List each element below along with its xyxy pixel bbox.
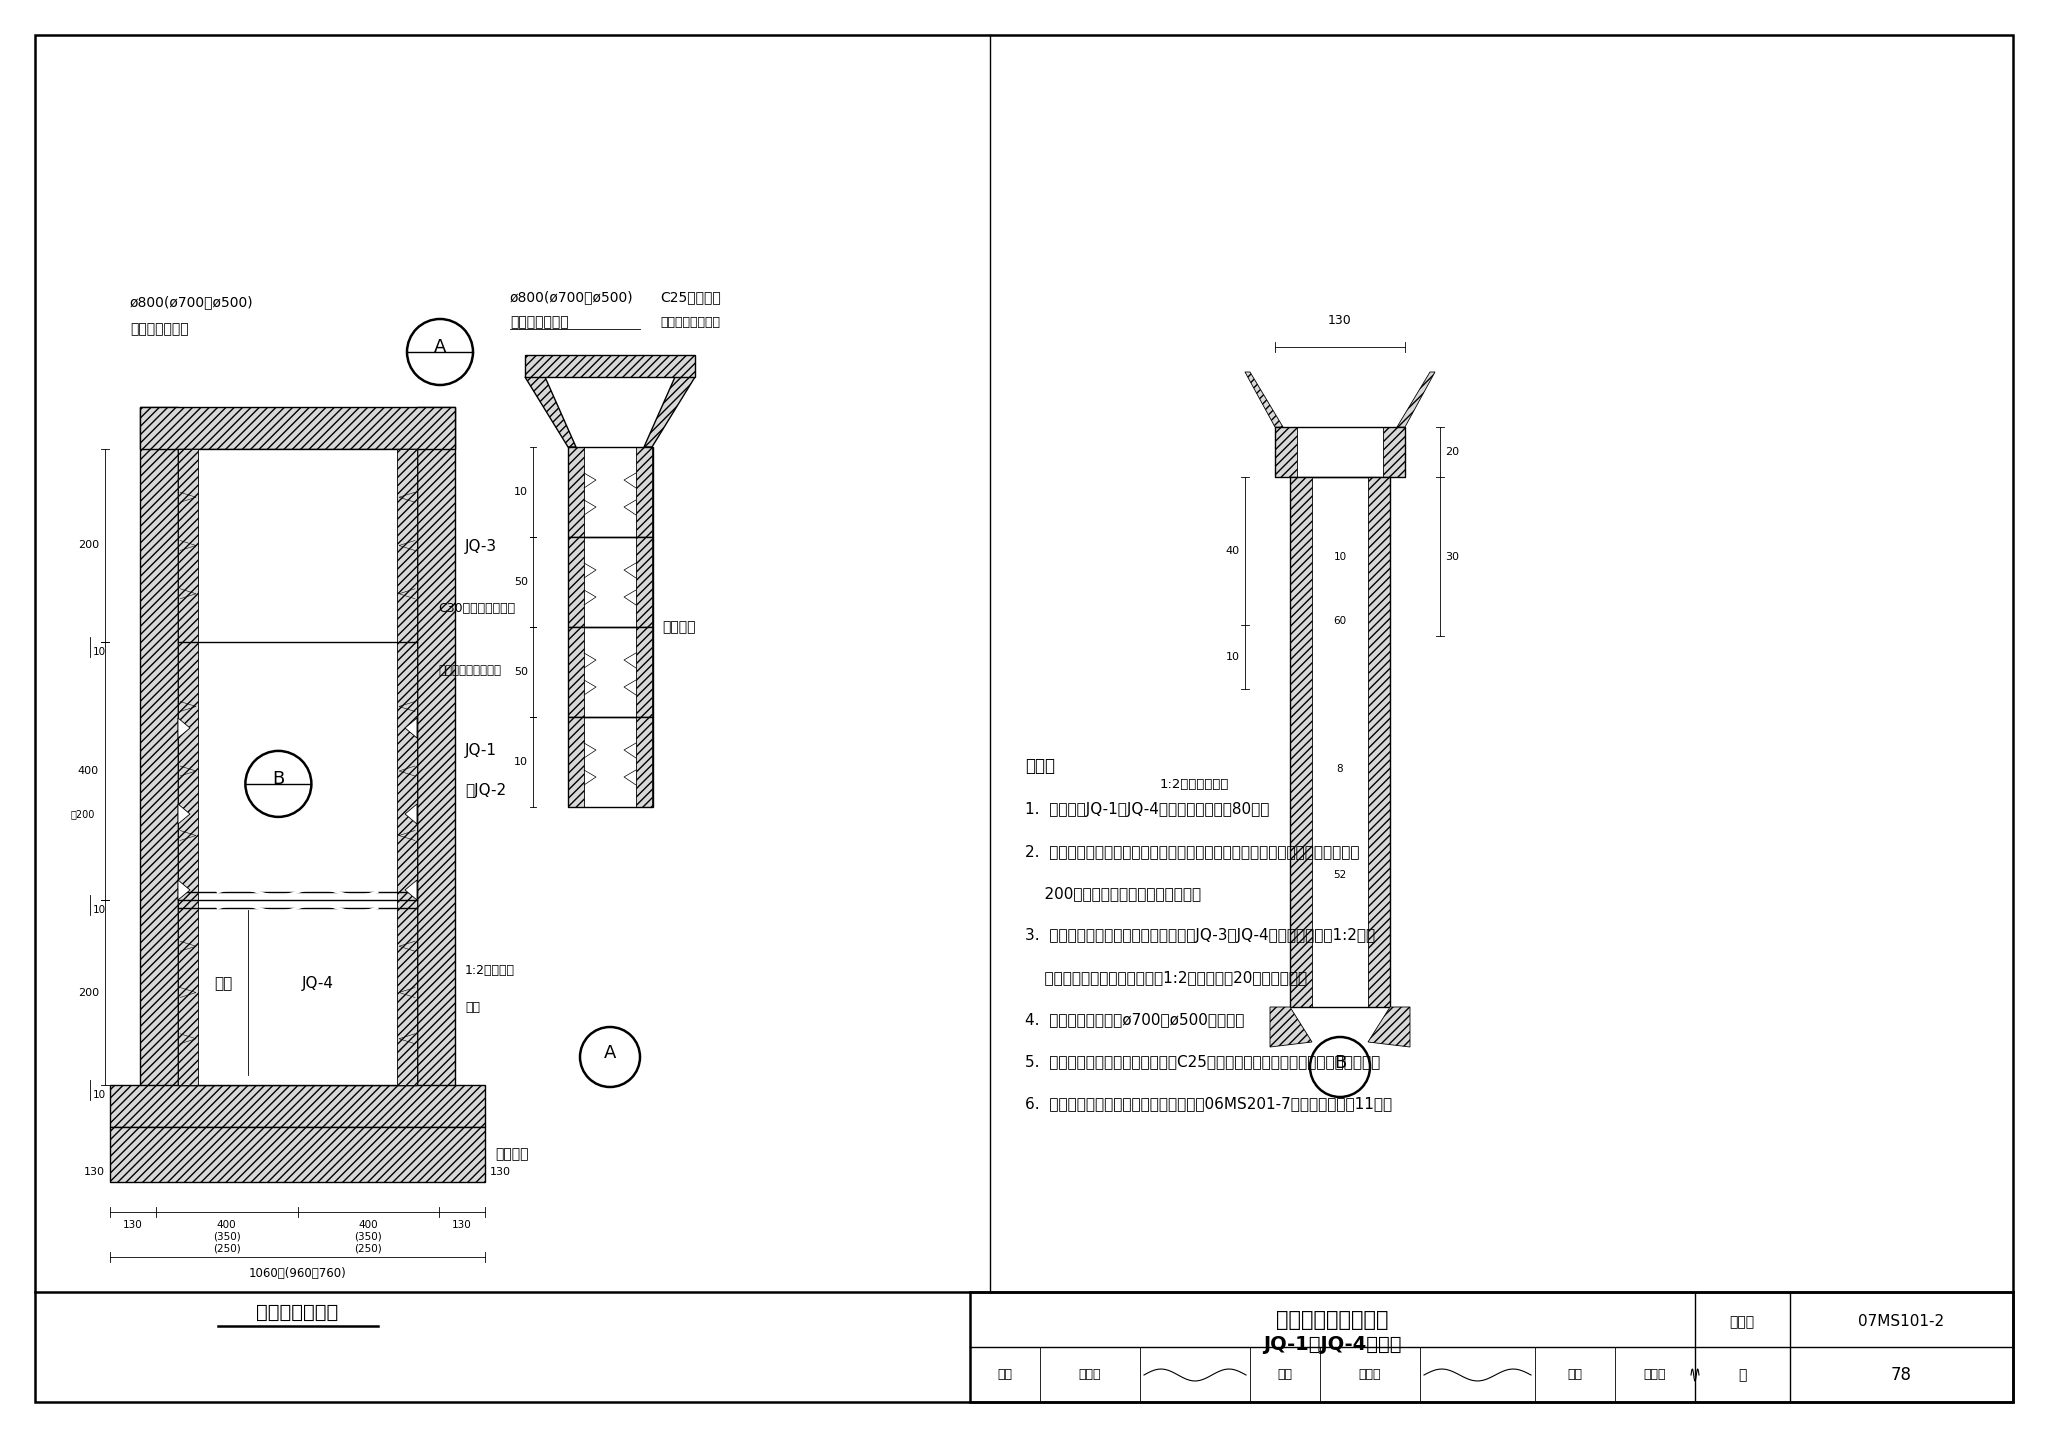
Text: 砂浆，组合后的井圈内外需抹1:2水泥砂浆厚20，随砌随抹。: 砂浆，组合后的井圈内外需抹1:2水泥砂浆厚20，随砌随抹。 — [1024, 970, 1307, 984]
Text: 130: 130 — [84, 1167, 104, 1177]
Text: 10: 10 — [92, 905, 106, 915]
Text: 1060、(960、760): 1060、(960、760) — [248, 1267, 346, 1280]
Text: ø800(ø700、ø500): ø800(ø700、ø500) — [129, 295, 254, 309]
Text: 铸铁井盖及支座: 铸铁井盖及支座 — [129, 322, 188, 336]
Text: 60: 60 — [1333, 616, 1348, 627]
Text: 6.  当用双层井盖时，安装图详见国标图集06MS201-7《双层井盖》第11页。: 6. 当用双层井盖时，安装图详见国标图集06MS201-7《双层井盖》第11页。 — [1024, 1096, 1393, 1111]
Text: 5.  井盖的支座在非铺砌路面时，用C25混凝土圈，在有铺砌路面时，同路面做法。: 5. 井盖的支座在非铺砌路面时，用C25混凝土圈，在有铺砌路面时，同路面做法。 — [1024, 1053, 1380, 1069]
Polygon shape — [637, 717, 651, 808]
Bar — [567, 537, 653, 627]
Text: 钢筋混凝土预制井圈: 钢筋混凝土预制井圈 — [1276, 1311, 1389, 1331]
Text: 1:2水泥砂浆座浆: 1:2水泥砂浆座浆 — [1159, 777, 1229, 790]
Polygon shape — [1276, 427, 1296, 477]
Text: B: B — [272, 770, 285, 787]
Polygon shape — [397, 448, 418, 642]
Text: 130: 130 — [123, 1220, 143, 1230]
Text: 设计: 设计 — [1567, 1368, 1583, 1381]
Text: 130: 130 — [453, 1220, 471, 1230]
Bar — [1276, 427, 1405, 477]
Polygon shape — [1368, 477, 1391, 1007]
Polygon shape — [637, 447, 651, 537]
Text: 07MS101-2: 07MS101-2 — [1858, 1315, 1944, 1329]
Text: 2.  选用井圈时，可依据覆土的厚度决定井圈的个数，当实际需要的井圈高度小于: 2. 选用井圈时，可依据覆土的厚度决定井圈的个数，当实际需要的井圈高度小于 — [1024, 844, 1360, 859]
Bar — [567, 447, 653, 537]
Text: 78: 78 — [1890, 1367, 1911, 1384]
Text: 预制盖板: 预制盖板 — [496, 1148, 528, 1161]
Text: 400
(350)
(250): 400 (350) (250) — [213, 1220, 240, 1253]
Text: （可用来调节高度）: （可用来调节高度） — [438, 664, 502, 677]
Text: 40: 40 — [1227, 546, 1239, 556]
Polygon shape — [178, 879, 190, 900]
Text: 说明：: 说明： — [1024, 757, 1055, 775]
Text: 4.  括号内的数字用于ø700、ø500的井圈。: 4. 括号内的数字用于ø700、ø500的井圈。 — [1024, 1012, 1245, 1027]
Text: ø800(ø700、ø500): ø800(ø700、ø500) — [510, 290, 633, 305]
Text: JQ-3: JQ-3 — [465, 539, 498, 553]
Text: 图集号: 图集号 — [1729, 1315, 1755, 1329]
Text: 3.  若需选用无企口井圈时，可选用井圈JQ-3或JQ-4，缺口部分填以1:2水泥: 3. 若需选用无企口井圈时，可选用井圈JQ-3或JQ-4，缺口部分填以1:2水泥 — [1024, 928, 1374, 943]
Polygon shape — [178, 448, 199, 642]
Text: 预制井圈: 预制井圈 — [662, 619, 696, 634]
Text: 10: 10 — [1227, 652, 1239, 662]
Text: 50: 50 — [514, 667, 528, 677]
Polygon shape — [524, 355, 694, 376]
Polygon shape — [139, 407, 455, 448]
Polygon shape — [567, 717, 584, 808]
Text: 400
(350)
(250): 400 (350) (250) — [354, 1220, 383, 1253]
Text: 1.  预制井圈JQ-1～JQ-4配筋图见本图集第80页。: 1. 预制井圈JQ-1～JQ-4配筋图见本图集第80页。 — [1024, 802, 1270, 818]
Polygon shape — [406, 803, 418, 823]
Text: 10: 10 — [92, 1091, 106, 1099]
Polygon shape — [111, 1127, 485, 1183]
Text: 审核: 审核 — [997, 1368, 1012, 1381]
Text: 50: 50 — [514, 578, 528, 586]
Polygon shape — [637, 537, 651, 627]
Text: 郭英雄: 郭英雄 — [1079, 1368, 1102, 1381]
Polygon shape — [567, 537, 584, 627]
Text: 或200: 或200 — [70, 809, 94, 819]
Text: 抹面: 抹面 — [213, 976, 231, 990]
Text: JQ-1: JQ-1 — [465, 743, 498, 759]
Text: 30: 30 — [1446, 552, 1458, 562]
Text: 10: 10 — [514, 487, 528, 497]
Text: 10: 10 — [514, 757, 528, 767]
Text: B: B — [1333, 1053, 1346, 1072]
Text: 8: 8 — [1337, 763, 1343, 773]
Text: 200: 200 — [78, 987, 98, 997]
Bar — [567, 717, 653, 808]
Polygon shape — [418, 407, 455, 1127]
Polygon shape — [178, 803, 190, 823]
Text: 130: 130 — [1327, 315, 1352, 328]
Polygon shape — [406, 718, 418, 739]
Text: 400: 400 — [78, 766, 98, 776]
Polygon shape — [1382, 427, 1405, 477]
Text: （非铺砌路面用）: （非铺砌路面用） — [659, 316, 721, 329]
Text: 座浆: 座浆 — [465, 1000, 479, 1013]
Text: 王龙生: 王龙生 — [1645, 1368, 1667, 1381]
Polygon shape — [397, 900, 418, 1085]
Polygon shape — [111, 1085, 485, 1127]
Text: 130: 130 — [489, 1167, 512, 1177]
Polygon shape — [178, 718, 190, 739]
Bar — [1290, 477, 1391, 1007]
Polygon shape — [406, 879, 418, 900]
Text: JQ-1～JQ-4组合图: JQ-1～JQ-4组合图 — [1264, 1335, 1401, 1354]
Bar — [567, 627, 653, 717]
Polygon shape — [1245, 372, 1282, 427]
Polygon shape — [643, 376, 694, 447]
Text: 预制井圈组合图: 预制井圈组合图 — [256, 1302, 338, 1322]
Polygon shape — [178, 900, 199, 1085]
Polygon shape — [397, 642, 418, 900]
Text: A: A — [604, 1045, 616, 1062]
Text: 20: 20 — [1446, 447, 1458, 457]
Text: 铸铁井盖及支座: 铸铁井盖及支座 — [510, 315, 569, 329]
Polygon shape — [1290, 477, 1313, 1007]
Text: 10: 10 — [1333, 552, 1348, 562]
Polygon shape — [637, 627, 651, 717]
Text: 10: 10 — [92, 647, 106, 657]
Text: 校对: 校对 — [1278, 1368, 1292, 1381]
Polygon shape — [178, 642, 199, 900]
Polygon shape — [1397, 372, 1436, 427]
Text: 曾令茜: 曾令茜 — [1358, 1368, 1380, 1381]
Text: 或JQ-2: 或JQ-2 — [465, 783, 506, 799]
Polygon shape — [567, 447, 584, 537]
Bar — [178, 448, 418, 1085]
